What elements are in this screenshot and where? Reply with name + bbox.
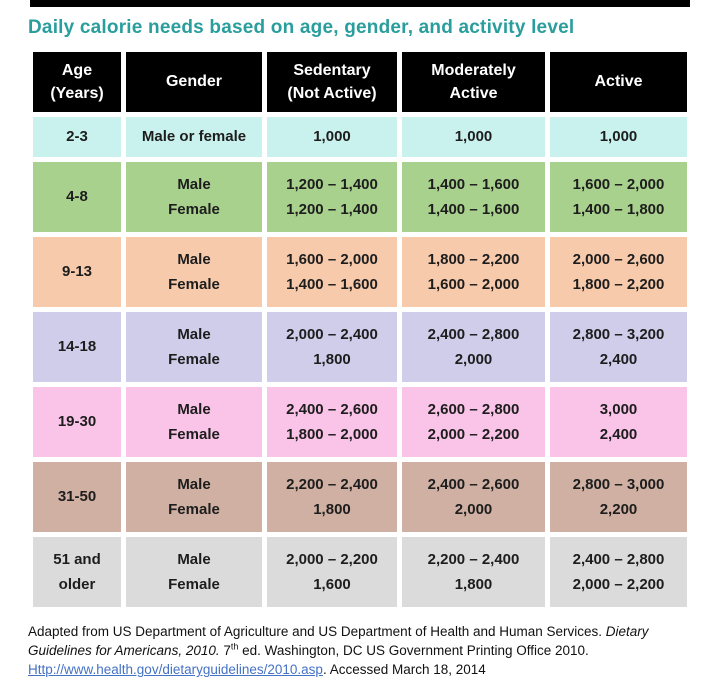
citation-link[interactable]: Http://www.health.gov/dietaryguidelines/… xyxy=(28,662,323,678)
gender-cell: Male Female xyxy=(126,387,262,457)
header-active: Active xyxy=(550,52,687,112)
sedentary-cell: 2,200 – 2,400 1,800 xyxy=(267,462,397,532)
citation-text: 7 xyxy=(219,643,231,659)
table-row: 14-18 Male Female 2,000 – 2,400 1,800 2,… xyxy=(33,312,687,382)
gender-cell: Male or female xyxy=(126,117,262,157)
age-cell: 51 and older xyxy=(33,537,121,607)
age-cell: 2-3 xyxy=(33,117,121,157)
table-row: 51 and older Male Female 2,000 – 2,200 1… xyxy=(33,537,687,607)
page-title: Daily calorie needs based on age, gender… xyxy=(28,17,575,38)
table-row: 31-50 Male Female 2,200 – 2,400 1,800 2,… xyxy=(33,462,687,532)
sedentary-cell: 2,000 – 2,200 1,600 xyxy=(267,537,397,607)
moderate-cell: 1,000 xyxy=(402,117,545,157)
age-cell: 19-30 xyxy=(33,387,121,457)
moderate-cell: 2,400 – 2,600 2,000 xyxy=(402,462,545,532)
header-row: Age (Years) Gender Sedentary (Not Active… xyxy=(33,52,687,112)
age-cell: 31-50 xyxy=(33,462,121,532)
citation-superscript: th xyxy=(230,641,239,652)
sedentary-cell: 2,400 – 2,600 1,800 – 2,000 xyxy=(267,387,397,457)
citation-text: Adapted from US Department of Agricultur… xyxy=(28,624,606,639)
gender-cell: Male Female xyxy=(126,462,262,532)
active-cell: 1,600 – 2,000 1,400 – 1,800 xyxy=(550,162,687,232)
sedentary-cell: 2,000 – 2,400 1,800 xyxy=(267,312,397,382)
header-sedentary: Sedentary (Not Active) xyxy=(267,52,397,112)
calorie-needs-table: Age (Years) Gender Sedentary (Not Active… xyxy=(28,47,692,612)
active-cell: 1,000 xyxy=(550,117,687,157)
age-cell: 9-13 xyxy=(33,237,121,307)
moderate-cell: 2,600 – 2,800 2,000 – 2,200 xyxy=(402,387,545,457)
moderate-cell: 2,400 – 2,800 2,000 xyxy=(402,312,545,382)
active-cell: 3,000 2,400 xyxy=(550,387,687,457)
header-gender: Gender xyxy=(126,52,262,112)
gender-cell: Male Female xyxy=(126,162,262,232)
table-row: 19-30 Male Female 2,400 – 2,600 1,800 – … xyxy=(33,387,687,457)
table-row: 4-8 Male Female 1,200 – 1,400 1,200 – 1,… xyxy=(33,162,687,232)
moderate-cell: 1,400 – 1,600 1,400 – 1,600 xyxy=(402,162,545,232)
sedentary-cell: 1,600 – 2,000 1,400 – 1,600 xyxy=(267,237,397,307)
citation-text: ed. Washington, DC US Government Printin… xyxy=(238,643,589,659)
moderate-cell: 1,800 – 2,200 1,600 – 2,000 xyxy=(402,237,545,307)
citation-italic-title: Dietary Guidelines for Americans, 2010. xyxy=(28,624,649,659)
header-moderately-active: Moderately Active xyxy=(402,52,545,112)
table-row: 2-3 Male or female 1,000 1,000 1,000 xyxy=(33,117,687,157)
moderate-cell: 2,200 – 2,400 1,800 xyxy=(402,537,545,607)
citation-text: . Accessed March 18, 2014 xyxy=(322,662,486,678)
citation-footer: Adapted from US Department of Agricultur… xyxy=(28,622,688,679)
active-cell: 2,800 – 3,200 2,400 xyxy=(550,312,687,382)
header-age: Age (Years) xyxy=(33,52,121,112)
gender-cell: Male Female xyxy=(126,237,262,307)
sedentary-cell: 1,000 xyxy=(267,117,397,157)
age-cell: 4-8 xyxy=(33,162,121,232)
cropped-top-bar xyxy=(30,0,690,7)
table-row: 9-13 Male Female 1,600 – 2,000 1,400 – 1… xyxy=(33,237,687,307)
active-cell: 2,800 – 3,000 2,200 xyxy=(550,462,687,532)
age-cell: 14-18 xyxy=(33,312,121,382)
gender-cell: Male Female xyxy=(126,312,262,382)
gender-cell: Male Female xyxy=(126,537,262,607)
sedentary-cell: 1,200 – 1,400 1,200 – 1,400 xyxy=(267,162,397,232)
active-cell: 2,400 – 2,800 2,000 – 2,200 xyxy=(550,537,687,607)
active-cell: 2,000 – 2,600 1,800 – 2,200 xyxy=(550,237,687,307)
